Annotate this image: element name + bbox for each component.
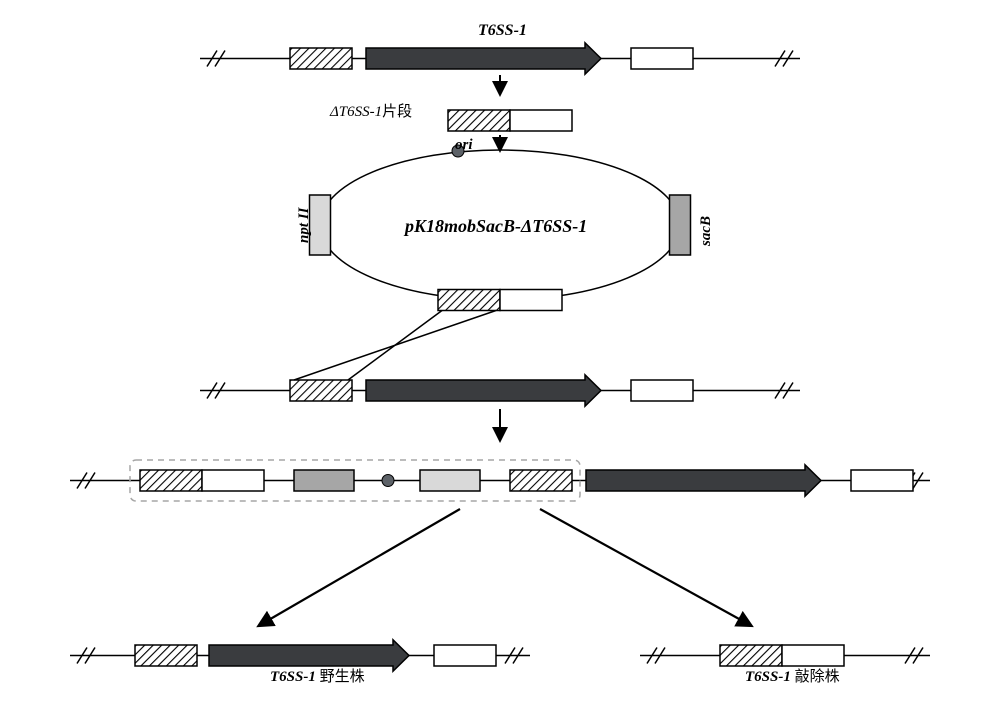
fragment-suffix: 片段 <box>382 104 412 120</box>
fragment-prefix: ΔT6SS-1 <box>330 104 382 120</box>
sacB-label: sacB <box>698 216 715 246</box>
wt-strain-suffix: 野生株 <box>316 669 365 685</box>
ko-strain-prefix: T6SS-1 <box>745 669 791 685</box>
fragment-label: ΔT6SS-1片段 <box>330 100 412 121</box>
ko-strain-label: T6SS-1 敲除株 <box>745 665 840 686</box>
npt-label: npt II <box>296 208 313 243</box>
wt-strain-prefix: T6SS-1 <box>270 669 316 685</box>
t6ss-title-label: T6SS-1 <box>478 22 527 40</box>
plasmid-name-label: pK18mobSacB-ΔT6SS-1 <box>405 216 587 237</box>
ko-strain-suffix: 敲除株 <box>791 669 840 685</box>
ori-label: ori <box>455 137 473 154</box>
wt-strain-label: T6SS-1 野生株 <box>270 665 365 686</box>
